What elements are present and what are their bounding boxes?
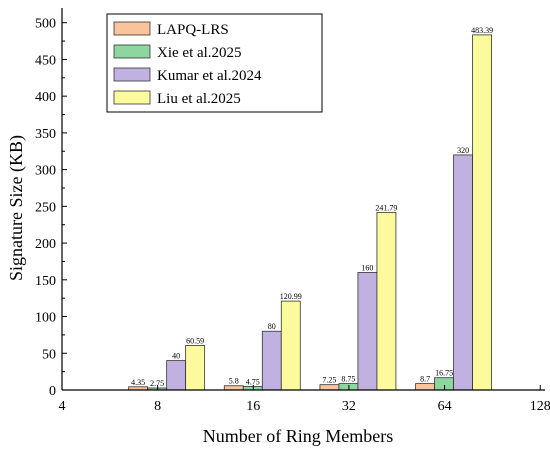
x-axis-title: Number of Ring Members [203, 426, 393, 446]
data-label: 5.8 [229, 377, 239, 386]
y-tick-label: 350 [35, 127, 56, 142]
y-axis-title: Signature Size (KB) [6, 135, 27, 281]
bar-lapq-lrs-32 [319, 384, 340, 391]
data-label: 483.39 [471, 26, 493, 35]
x-tick-label: 16 [246, 399, 260, 414]
bar-liu-et-al-2025-16 [280, 300, 301, 391]
x-tick-label: 32 [342, 399, 356, 414]
y-tick-label: 100 [35, 311, 56, 326]
bar-kumar-et-al-2024-8 [166, 360, 187, 391]
data-label: 7.25 [322, 376, 336, 385]
x-tick-label: 64 [438, 399, 452, 414]
data-label: 60.59 [186, 336, 204, 345]
legend-label: Kumar et al.2024 [157, 68, 262, 84]
legend-swatch [113, 44, 151, 59]
x-tick-label: 128 [530, 399, 550, 414]
data-label: 4.75 [246, 378, 260, 387]
data-label: 241.79 [375, 203, 397, 212]
y-tick-label: 200 [35, 237, 56, 252]
data-label: 80 [268, 322, 276, 331]
data-label: 4.35 [131, 378, 145, 387]
legend-label: Xie et al.2025 [157, 45, 242, 61]
y-tick-label: 400 [35, 90, 56, 105]
y-tick-label: 450 [35, 53, 56, 68]
bar-liu-et-al-2025-64 [472, 34, 492, 391]
bar-liu-et-al-2025-32 [376, 211, 397, 391]
legend-label: Liu et al.2025 [157, 91, 241, 107]
legend-label: LAPQ-LRS [157, 22, 229, 38]
data-label: 320 [457, 146, 469, 155]
y-tick-label: 250 [35, 200, 56, 215]
y-tick-label: 50 [42, 347, 56, 362]
data-label: 160 [361, 263, 373, 272]
y-tick-label: 300 [35, 164, 56, 179]
y-tick-label: 500 [35, 17, 56, 32]
legend-swatch [113, 90, 151, 105]
bar-liu-et-al-2025-8 [185, 345, 206, 391]
x-tick-label: 4 [59, 399, 66, 414]
x-tick-label: 8 [154, 399, 161, 414]
bar-lapq-lrs-16 [223, 385, 244, 391]
bar-kumar-et-al-2024-64 [453, 154, 473, 391]
legend-swatch [113, 21, 151, 36]
bar-lapq-lrs-64 [415, 383, 435, 391]
bar-kumar-et-al-2024-32 [357, 272, 378, 391]
y-tick-label: 150 [35, 274, 56, 289]
data-label: 2.75 [150, 379, 164, 388]
bar-kumar-et-al-2024-16 [261, 330, 282, 391]
legend-swatch [113, 67, 151, 82]
y-tick-label: 0 [49, 384, 56, 399]
data-label: 8.75 [341, 375, 355, 384]
data-label: 120.99 [280, 292, 302, 301]
data-label: 16.75 [435, 369, 453, 378]
data-label: 8.7 [420, 375, 430, 384]
data-label: 40 [172, 352, 180, 361]
